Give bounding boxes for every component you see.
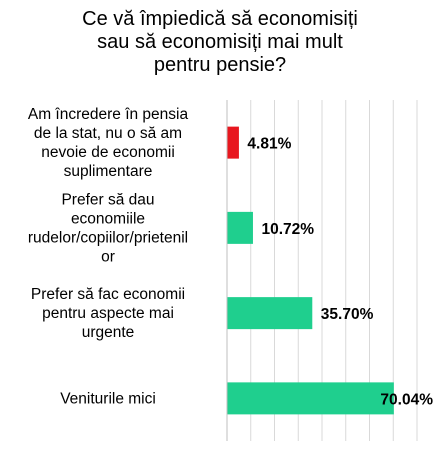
bar — [227, 126, 239, 159]
category-label: pentru aspecte mai — [42, 305, 174, 322]
data-label: 10.72% — [261, 221, 314, 238]
category-label: de la stat, nu o să am — [34, 125, 182, 142]
category-label: economiile — [71, 210, 145, 227]
chart-title-line-2: sau să economisiți mai mult — [97, 31, 343, 53]
category-label: or — [101, 248, 115, 265]
chart-title: Ce vă împiedică să economisiți sau să ec… — [30, 8, 410, 77]
data-label: 70.04% — [380, 391, 433, 408]
category-label: Prefer să fac economii — [31, 286, 185, 303]
data-label: 35.70% — [321, 306, 374, 323]
category-label: urgente — [82, 324, 135, 341]
category-label: Prefer să dau — [61, 191, 154, 208]
chart-title-line-1: Ce vă împiedică să economisiți — [82, 8, 358, 30]
bar — [227, 382, 394, 415]
category-label: Am încredere în pensia — [28, 106, 189, 123]
bar — [227, 297, 313, 330]
bar — [227, 211, 253, 244]
category-label: rudelor/copiilor/prietenil — [28, 229, 188, 246]
chart-title-line-3: pentru pensie? — [153, 54, 287, 76]
category-label: nevoie de economii — [41, 144, 175, 161]
category-label: suplimentare — [64, 163, 153, 180]
category-label: Veniturile mici — [60, 390, 156, 407]
data-label: 4.81% — [247, 136, 291, 153]
